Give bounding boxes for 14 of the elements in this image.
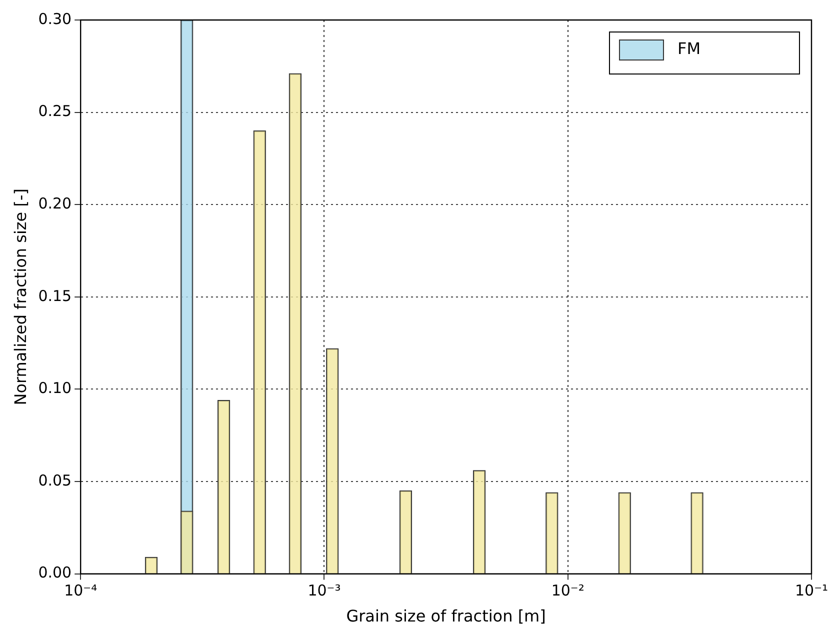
- y-tick-label: 0.30: [38, 10, 72, 28]
- legend-label: FM: [677, 39, 701, 58]
- y-tick-label: 0.20: [38, 194, 72, 212]
- x-tick-label: 10⁻⁴: [64, 582, 98, 600]
- y-tick-label: 0.05: [38, 471, 72, 490]
- y-tick-label: 0.15: [38, 286, 72, 305]
- x-tick-label: 10⁻²: [551, 582, 584, 600]
- x-tick-label: 10⁻³: [308, 582, 341, 600]
- y-tick-label: 0.10: [38, 379, 72, 398]
- x-axis-title: Grain size of fraction [m]: [346, 606, 546, 626]
- y-axis-title: Normalized fraction size [-]: [10, 188, 30, 406]
- x-tick-label: 10⁻¹: [794, 582, 828, 600]
- y-tick-label: 0.00: [38, 564, 72, 582]
- y-tick-label: 0.25: [38, 102, 72, 120]
